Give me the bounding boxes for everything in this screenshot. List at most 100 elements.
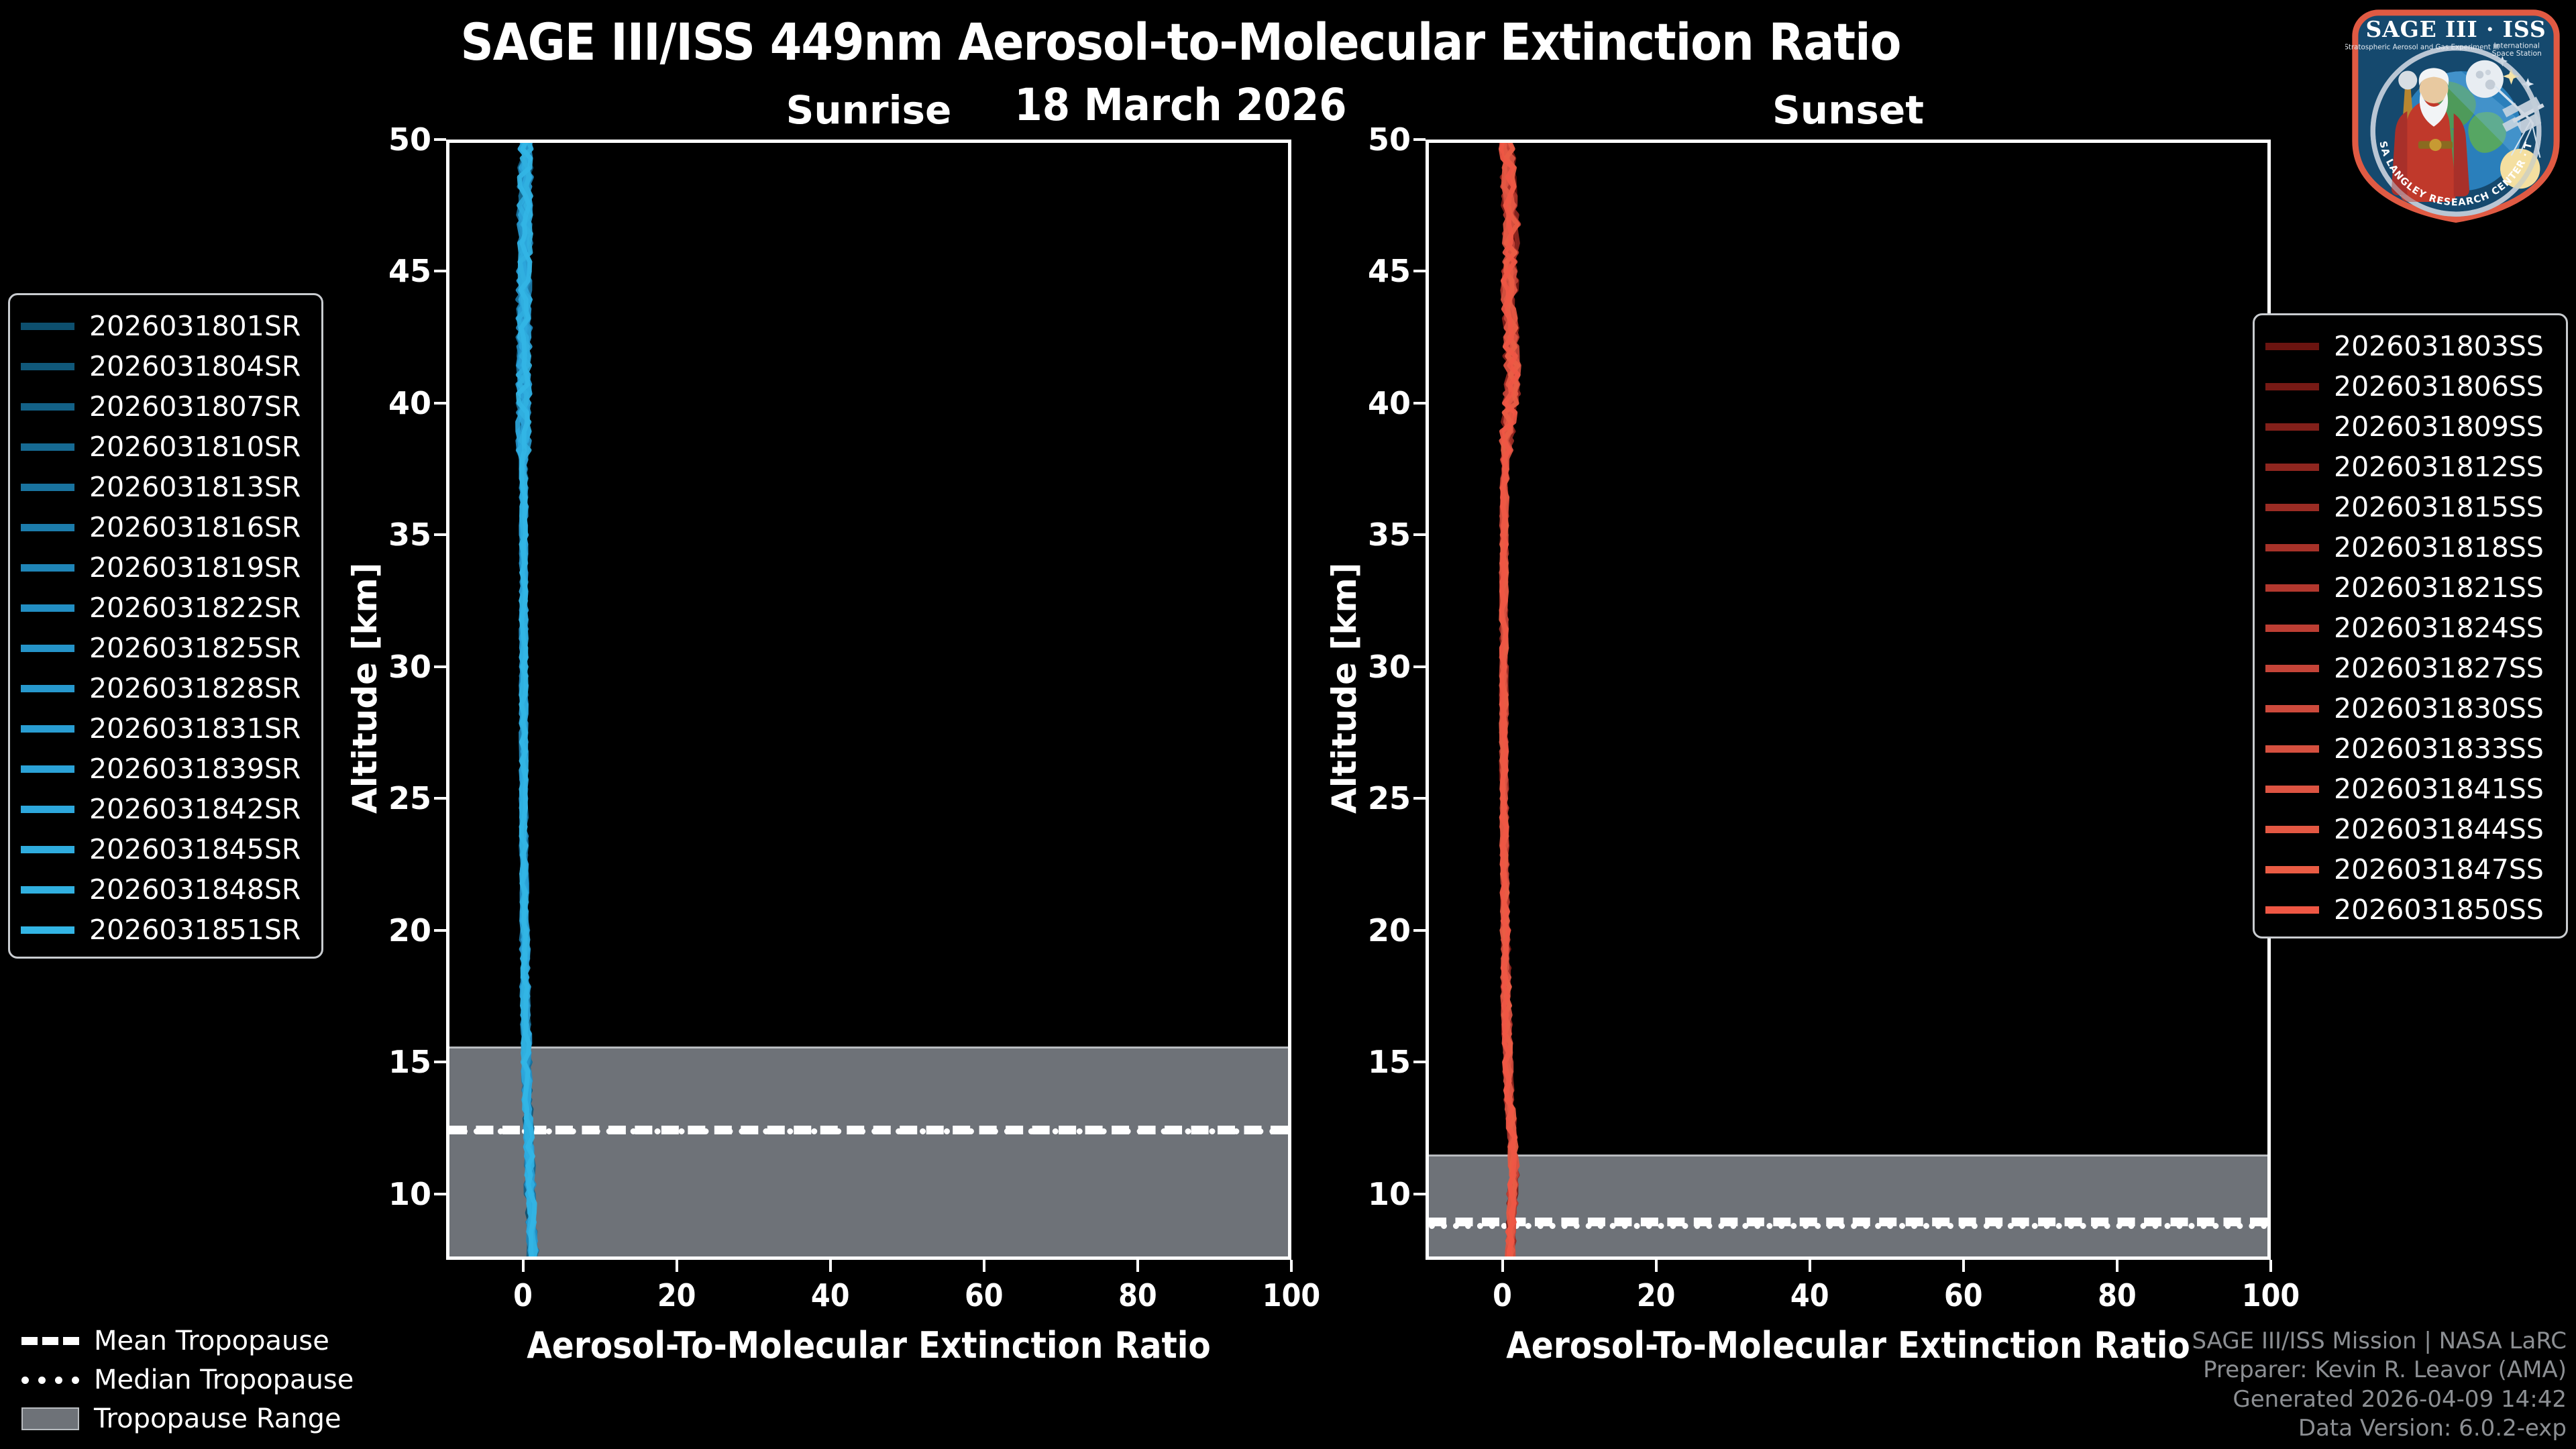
legend-color-swatch-icon	[2265, 543, 2319, 551]
legend-event-label: 2026031806SS	[2334, 370, 2544, 402]
legend-item[interactable]: 2026031801SR	[10, 306, 321, 346]
sage-iii-iss-mission-patch-logo: SAGE III · ISS Stratospheric Aerosol and…	[2341, 0, 2567, 224]
legend-item[interactable]: 2026031804SR	[10, 346, 321, 386]
y-axis-label: Altitude [km]	[345, 562, 384, 814]
legend-item[interactable]: 2026031821SS	[2255, 568, 2566, 608]
y-axis-tick-mark	[434, 928, 446, 932]
legend-event-label: 2026031841SS	[2334, 773, 2544, 805]
legend-color-swatch-icon	[2265, 382, 2319, 390]
legend-item[interactable]: 2026031815SS	[2255, 487, 2566, 527]
legend-item[interactable]: 2026031848SR	[10, 869, 321, 910]
legend-item[interactable]: 2026031842SR	[10, 789, 321, 829]
x-axis-tick-mark	[1290, 1260, 1293, 1272]
legend-item[interactable]: 2026031851SR	[10, 910, 321, 950]
legend-color-swatch-icon	[2265, 664, 2319, 672]
x-axis-tick-label: 20	[657, 1277, 696, 1313]
x-axis-tick-label: 40	[810, 1277, 850, 1313]
y-axis-tick-label: 35	[388, 517, 431, 553]
legend-color-swatch-icon	[2265, 423, 2319, 431]
dotted-line-icon	[21, 1376, 79, 1384]
legend-item[interactable]: 2026031831SR	[10, 708, 321, 749]
legend-event-label: 2026031815SS	[2334, 491, 2544, 523]
legend-item[interactable]: 2026031827SS	[2255, 648, 2566, 688]
legend-label-median-tropopause: Median Tropopause	[94, 1364, 354, 1395]
legend-color-swatch-icon	[21, 362, 74, 370]
legend-item-median-tropopause: Median Tropopause	[7, 1360, 382, 1399]
legend-color-swatch-icon	[21, 443, 74, 451]
legend-item[interactable]: 2026031850SS	[2255, 890, 2566, 930]
legend-item[interactable]: 2026031810SR	[10, 427, 321, 467]
legend-item[interactable]: 2026031816SR	[10, 507, 321, 547]
legend-color-swatch-icon	[2265, 342, 2319, 350]
y-axis-tick-label: 10	[1367, 1175, 1411, 1212]
y-axis-tick-mark	[434, 1061, 446, 1064]
x-axis-tick-mark	[982, 1260, 985, 1272]
legend-color-swatch-icon	[21, 805, 74, 813]
y-axis-tick-label: 20	[1367, 912, 1411, 949]
x-axis-label: Aerosol-To-Molecular Extinction Ratio	[1506, 1324, 2190, 1366]
legend-label-tropopause-range: Tropopause Range	[94, 1403, 341, 1434]
legend-color-swatch-icon	[2265, 825, 2319, 833]
data-traces	[1498, 143, 1521, 1256]
y-axis-tick-label: 15	[388, 1044, 431, 1081]
median-tropopause-line	[1429, 1222, 2267, 1229]
legend-item[interactable]: 2026031819SR	[10, 547, 321, 588]
legend-item[interactable]: 2026031803SS	[2255, 326, 2566, 366]
data-traces	[515, 143, 539, 1256]
y-axis-tick-label: 25	[1367, 780, 1411, 817]
legend-item[interactable]: 2026031822SR	[10, 588, 321, 628]
y-axis-tick-label: 50	[1367, 121, 1411, 158]
x-axis-tick-label: 0	[1493, 1277, 1512, 1313]
y-axis-tick-mark	[434, 1192, 446, 1195]
legend-item[interactable]: 2026031830SS	[2255, 688, 2566, 729]
legend-event-label: 2026031851SR	[89, 914, 301, 946]
y-axis-tick-mark	[1413, 665, 1426, 668]
legend-item[interactable]: 2026031845SR	[10, 829, 321, 869]
svg-text:International: International	[2494, 42, 2540, 50]
legend-item[interactable]: 2026031847SS	[2255, 849, 2566, 890]
legend-event-label: 2026031807SR	[89, 390, 301, 423]
legend-event-label: 2026031822SR	[89, 592, 301, 624]
y-axis-tick-label: 30	[388, 648, 431, 685]
y-axis-tick-label: 40	[1367, 384, 1411, 421]
legend-color-swatch-icon	[2265, 745, 2319, 753]
legend-event-label: 2026031809SS	[2334, 411, 2544, 443]
legend-item[interactable]: 2026031824SS	[2255, 608, 2566, 648]
legend-item[interactable]: 2026031839SR	[10, 749, 321, 789]
legend-item[interactable]: 2026031809SS	[2255, 407, 2566, 447]
legend-event-label: 2026031828SR	[89, 672, 301, 704]
x-axis-label: Aerosol-To-Molecular Extinction Ratio	[527, 1324, 1211, 1366]
legend-item[interactable]: 2026031833SS	[2255, 729, 2566, 769]
legend-sunset[interactable]: 2026031803SS 2026031806SS 2026031809SS 2026…	[2253, 313, 2568, 938]
svg-text:Space Station: Space Station	[2492, 49, 2542, 58]
y-axis-tick-mark	[434, 533, 446, 537]
plot-sunset	[1426, 140, 2271, 1260]
legend-event-label: 2026031821SS	[2334, 572, 2544, 604]
dashed-line-icon	[21, 1337, 79, 1345]
legend-event-label: 2026031818SS	[2334, 531, 2544, 564]
legend-color-swatch-icon	[21, 845, 74, 853]
legend-item[interactable]: 2026031813SR	[10, 467, 321, 507]
legend-item[interactable]: 2026031818SS	[2255, 527, 2566, 568]
legend-item[interactable]: 2026031825SR	[10, 628, 321, 668]
x-axis-tick-label: 0	[513, 1277, 533, 1313]
legend-color-swatch-icon	[21, 684, 74, 692]
x-axis-tick-label: 40	[1790, 1277, 1829, 1313]
legend-item[interactable]: 2026031841SS	[2255, 769, 2566, 809]
legend-item[interactable]: 2026031807SR	[10, 386, 321, 427]
panel-header-sunrise: Sunrise	[786, 87, 952, 133]
legend-sunrise[interactable]: 2026031801SR 2026031804SR 2026031807SR 2026…	[8, 293, 323, 959]
legend-item[interactable]: 2026031806SS	[2255, 366, 2566, 407]
legend-color-swatch-icon	[2265, 624, 2319, 632]
legend-event-label: 2026031803SS	[2334, 330, 2544, 362]
legend-item[interactable]: 2026031828SR	[10, 668, 321, 708]
legend-event-label: 2026031810SR	[89, 431, 301, 463]
legend-event-label: 2026031847SS	[2334, 853, 2544, 885]
x-axis-tick-label: 60	[1944, 1277, 1983, 1313]
y-axis-tick-label: 25	[388, 780, 431, 817]
legend-color-swatch-icon	[21, 604, 74, 612]
legend-item[interactable]: 2026031812SS	[2255, 447, 2566, 487]
legend-color-swatch-icon	[21, 765, 74, 773]
legend-item[interactable]: 2026031844SS	[2255, 809, 2566, 849]
legend-tropopause: Mean Tropopause Median Tropopause Tropop…	[7, 1322, 382, 1438]
